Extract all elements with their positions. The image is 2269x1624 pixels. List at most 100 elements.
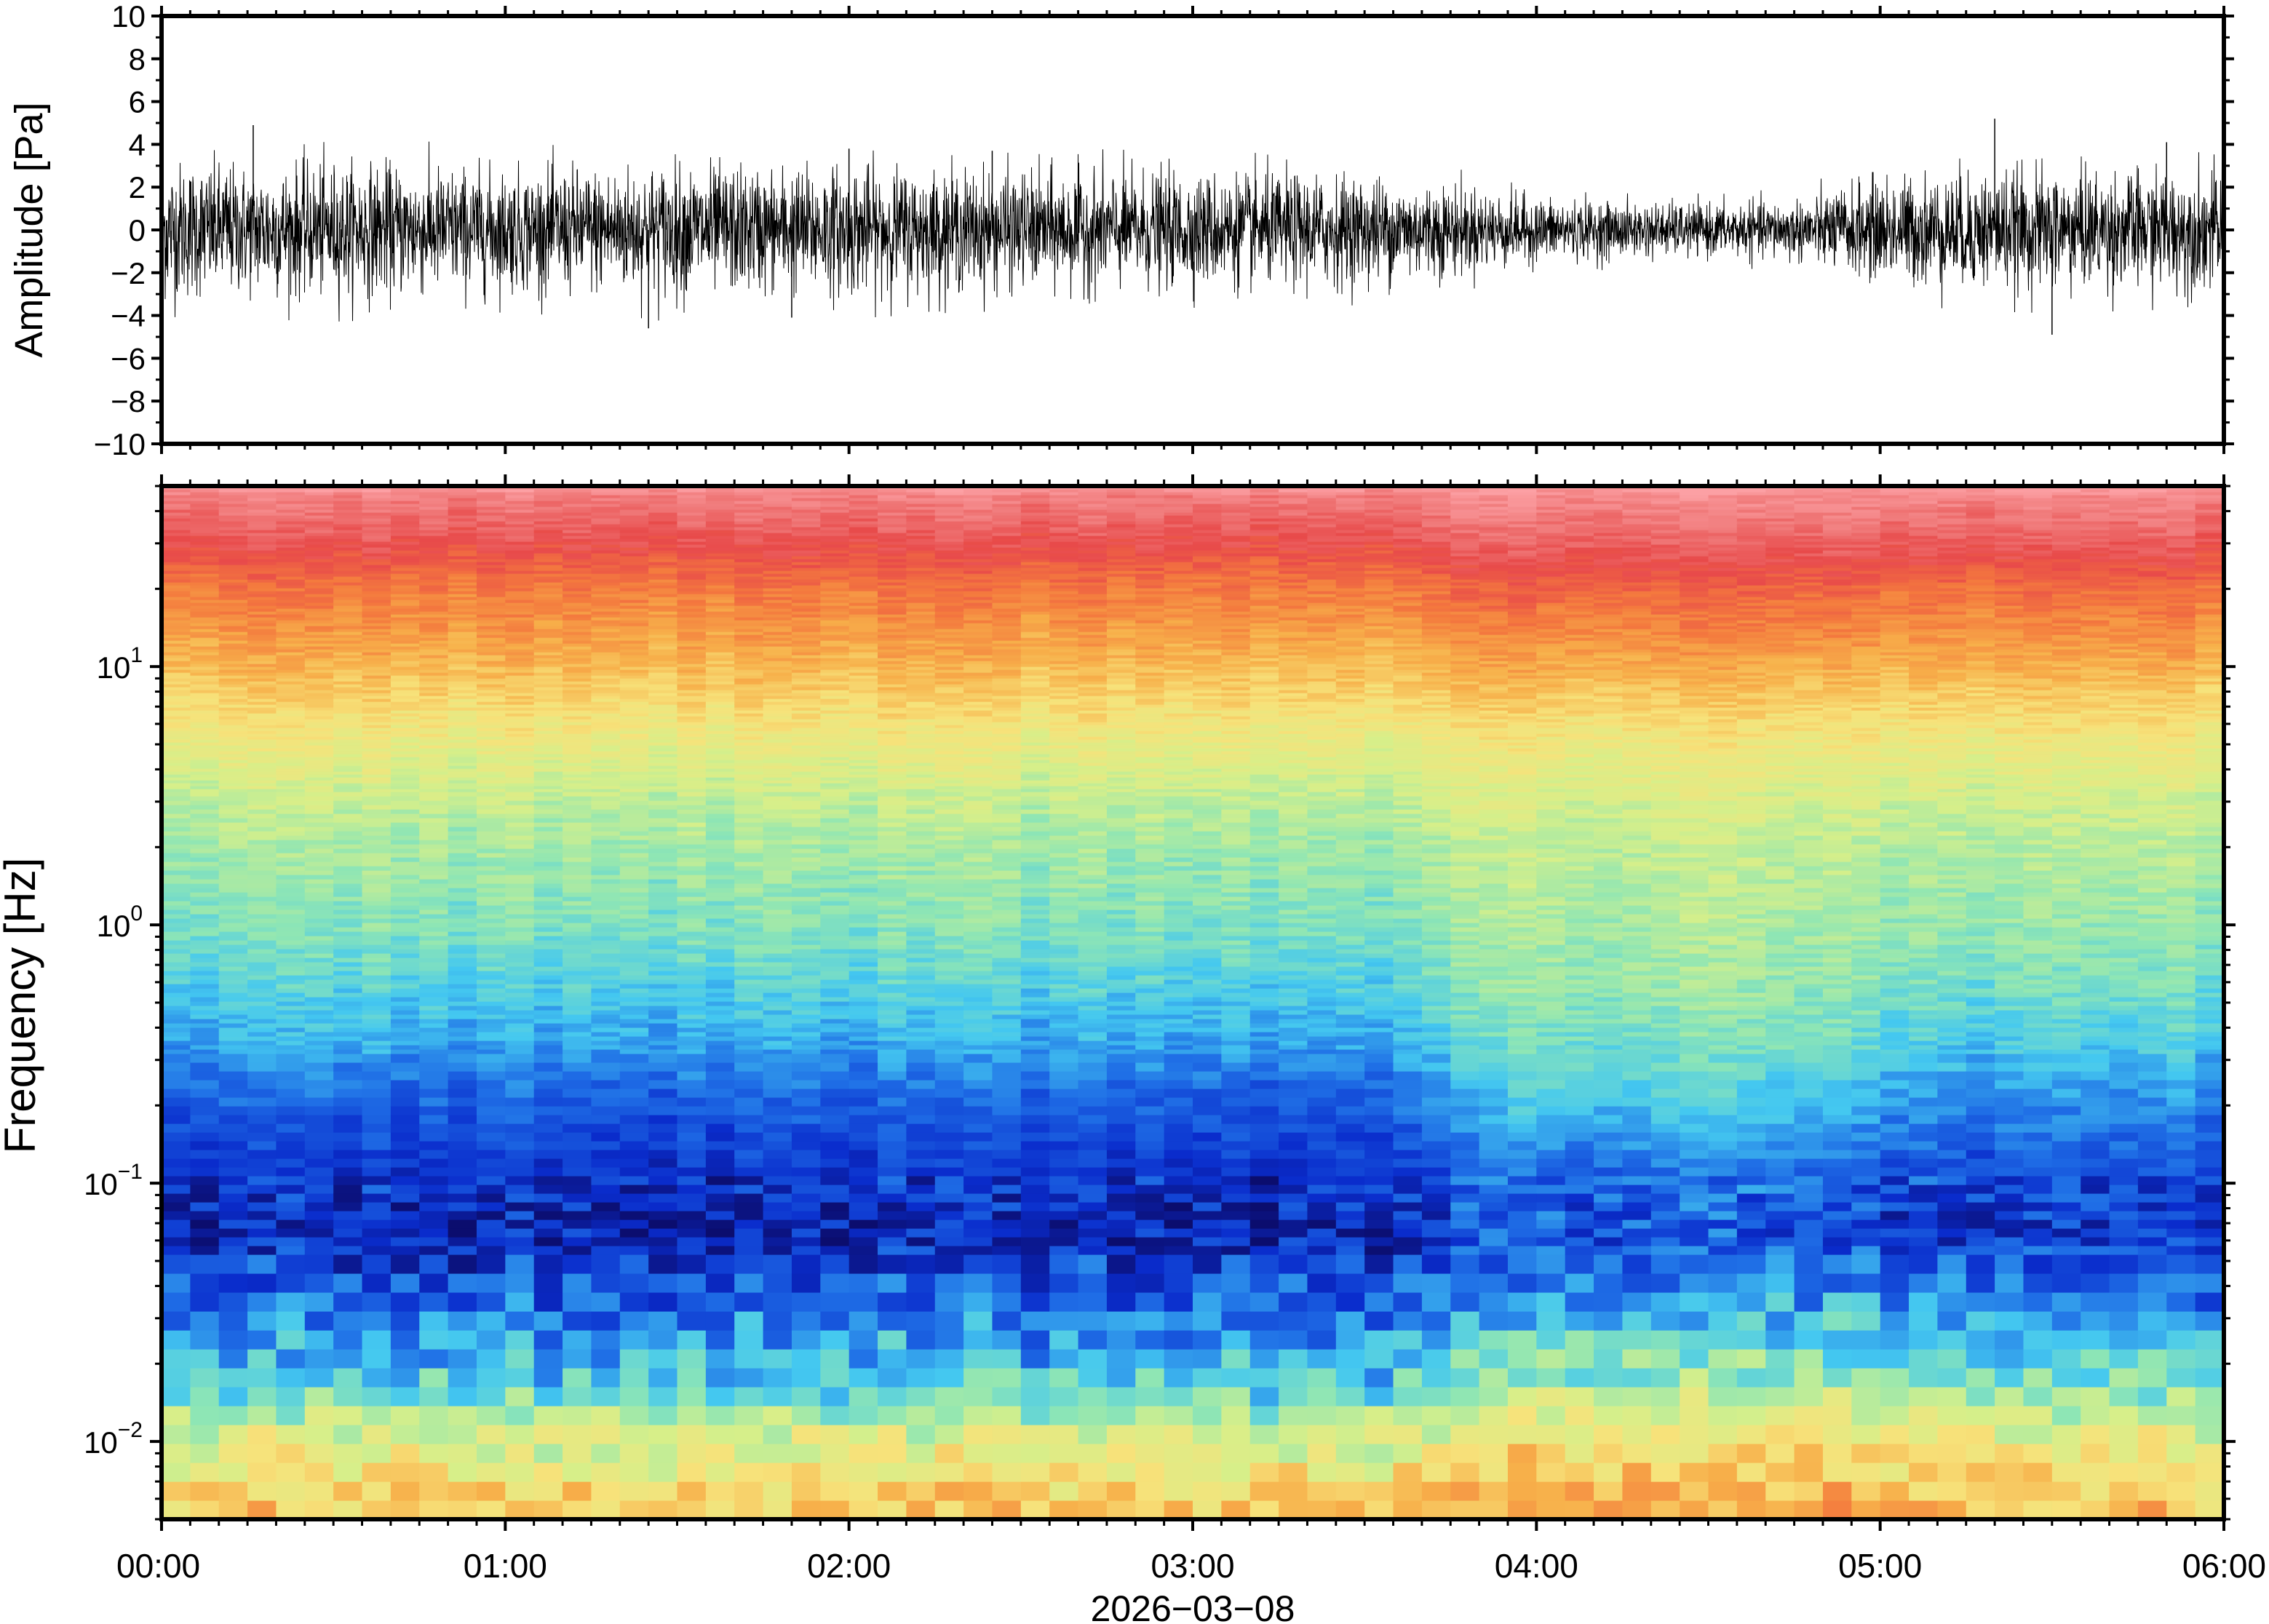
spectrogram-cell xyxy=(591,1132,621,1142)
spectrogram-cell xyxy=(190,940,220,945)
spectrogram-cell xyxy=(505,602,535,606)
spectrogram-cell xyxy=(476,840,506,845)
spectrogram-cell xyxy=(419,626,449,629)
spectrogram-cell xyxy=(476,760,506,763)
spectrogram-cell xyxy=(619,669,649,673)
spectrogram-cell xyxy=(505,489,535,493)
spectrogram-cell xyxy=(362,602,392,606)
spectrogram-cell xyxy=(763,646,792,650)
spectrogram-cell xyxy=(362,1010,392,1015)
spectrogram-cell xyxy=(419,1500,449,1519)
spectrogram-cell xyxy=(763,1481,792,1501)
spectrogram-cell xyxy=(419,1406,449,1425)
spectrogram-cell xyxy=(362,1254,392,1274)
spectrogram-cell xyxy=(734,611,764,615)
spectrogram-cell xyxy=(419,777,449,781)
spectrogram-cell xyxy=(190,866,220,871)
spectrogram-cell xyxy=(448,835,477,840)
spectrogram-cell xyxy=(218,608,248,612)
spectrogram-cell xyxy=(190,818,220,823)
spectrogram-cell xyxy=(619,1106,649,1115)
spectrogram-cell xyxy=(390,1115,421,1124)
spectrogram-cell xyxy=(362,681,392,685)
spectrogram-cell xyxy=(448,786,477,789)
spectrogram-cell xyxy=(218,498,248,501)
spectrogram-cell xyxy=(648,1106,678,1115)
spectrogram-cell xyxy=(448,971,477,976)
spectrogram-cell xyxy=(705,1193,736,1203)
spectrogram-cell xyxy=(677,719,707,723)
spectrogram-cell xyxy=(448,861,477,867)
spectrogram-cell xyxy=(591,883,621,888)
spectrogram-cell xyxy=(276,909,306,915)
spectrogram-cell xyxy=(533,809,563,814)
spectrogram-cell xyxy=(734,492,764,495)
spectrogram-cell xyxy=(563,1062,592,1072)
spectrogram-cell xyxy=(820,1040,850,1046)
spectrogram-cell xyxy=(419,771,449,775)
spectrogram-cell xyxy=(448,530,477,533)
spectrogram-cell xyxy=(162,780,191,784)
spectrogram-cell xyxy=(162,997,191,1002)
spectrogram-cell xyxy=(791,786,822,789)
spectrogram-cell xyxy=(791,707,822,711)
spectrogram-cell xyxy=(162,547,191,551)
spectrogram-cell xyxy=(448,780,477,784)
spectrogram-cell xyxy=(648,757,678,760)
spectrogram-cell xyxy=(619,765,649,769)
spectrogram-cell xyxy=(448,844,477,849)
spectrogram-cell xyxy=(791,848,822,853)
spectrogram-cell xyxy=(705,1019,736,1024)
spectrogram-cell xyxy=(333,614,363,618)
spectrogram-cell xyxy=(791,1406,822,1425)
spectrogram-cell xyxy=(791,901,822,906)
spectrogram-cell xyxy=(190,1425,220,1444)
spectrogram-cell xyxy=(276,506,306,510)
spectrogram-cell xyxy=(734,883,764,888)
spectrogram-cell xyxy=(619,984,649,989)
spectrogram-cell xyxy=(591,538,621,542)
spectrogram-cell xyxy=(162,1036,191,1041)
spectrogram-cell xyxy=(591,597,621,600)
spectrogram-cell xyxy=(247,809,277,814)
spectrogram-cell xyxy=(763,544,792,548)
spectrogram-cell xyxy=(763,655,792,658)
spectrogram-cell xyxy=(591,713,621,717)
spectrogram-cell xyxy=(362,576,392,580)
spectrogram-cell xyxy=(563,901,592,906)
spectrogram-cell xyxy=(247,1023,277,1028)
spectrogram-cell xyxy=(218,1019,248,1024)
spectrogram-cell xyxy=(476,710,506,714)
spectrogram-cell xyxy=(763,927,792,932)
spectrogram-cell xyxy=(247,789,277,792)
spectrogram-cell xyxy=(362,547,392,551)
spectrogram-cell xyxy=(247,687,277,690)
spectrogram-cell xyxy=(476,602,506,606)
spectrogram-cell xyxy=(619,754,649,757)
spectrogram-cell xyxy=(763,1237,792,1246)
spectrogram-cell xyxy=(304,696,334,699)
spectrogram-cell xyxy=(247,1167,277,1177)
spectrogram-cell xyxy=(619,1071,649,1080)
spectrogram-cell xyxy=(505,777,535,781)
spectrogram-cell xyxy=(505,1040,535,1046)
spectrogram-cell xyxy=(390,495,421,498)
spectrogram-cell xyxy=(304,931,334,936)
spectrogram-cell xyxy=(390,800,421,805)
spectrogram-cell xyxy=(362,1001,392,1006)
spectrogram-cell xyxy=(419,940,449,945)
spectrogram-cell xyxy=(791,966,822,971)
spectrogram-cell xyxy=(591,940,621,945)
spectrogram-cell xyxy=(791,1106,822,1115)
spectrogram-cell xyxy=(791,1254,822,1274)
spectrogram-cell xyxy=(591,559,621,562)
spectrogram-cell xyxy=(820,1462,850,1482)
spectrogram-cell xyxy=(304,783,334,787)
spectrogram-cell xyxy=(533,745,563,749)
spectrogram-cell xyxy=(648,1027,678,1032)
spectrogram-cell xyxy=(734,1006,764,1011)
spectrogram-cell xyxy=(218,710,248,714)
spectrogram-cell xyxy=(476,626,506,629)
spectrogram-cell xyxy=(563,909,592,915)
spectrogram-cell xyxy=(591,1273,621,1293)
